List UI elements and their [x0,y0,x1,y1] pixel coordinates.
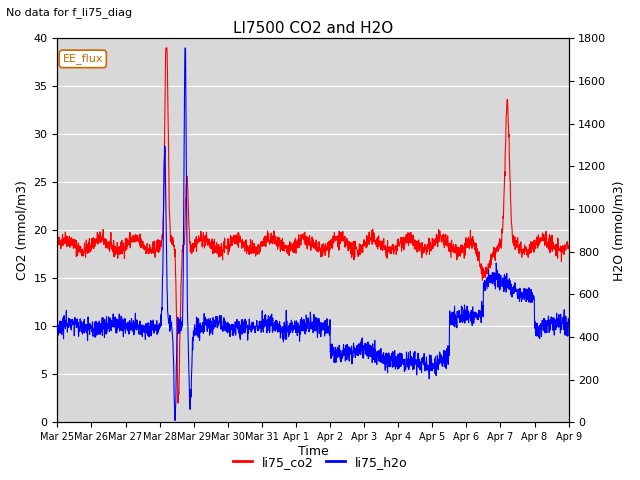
Text: EE_flux: EE_flux [63,53,103,64]
Y-axis label: CO2 (mmol/m3): CO2 (mmol/m3) [15,180,28,280]
Title: LI7500 CO2 and H2O: LI7500 CO2 and H2O [233,21,393,36]
Legend: li75_co2, li75_h2o: li75_co2, li75_h2o [228,451,412,474]
Text: No data for f_li75_diag: No data for f_li75_diag [6,7,132,18]
X-axis label: Time: Time [298,445,328,458]
Y-axis label: H2O (mmol/m3): H2O (mmol/m3) [612,180,625,281]
